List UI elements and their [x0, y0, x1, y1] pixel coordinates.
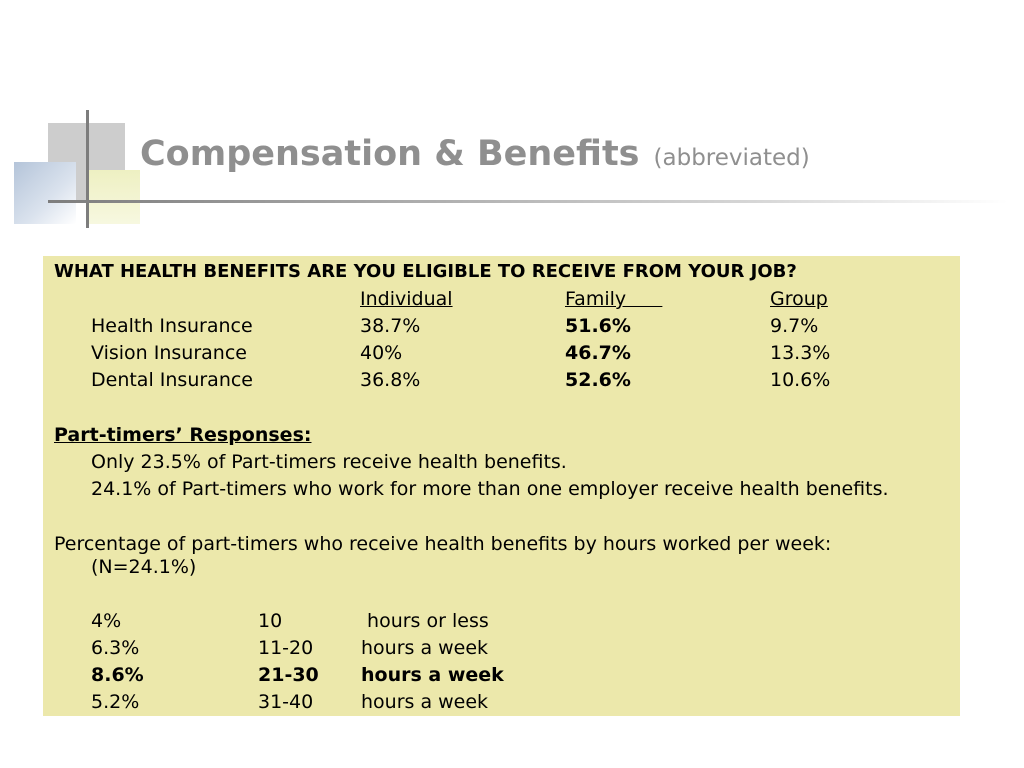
hours-row-pct: 6.3%	[91, 637, 140, 659]
table-cell-group: 13.3%	[770, 342, 831, 364]
hours-intro: Percentage of part-timers who receive he…	[54, 533, 832, 555]
hours-row-range: 11-20	[258, 637, 314, 659]
column-header-group: Group	[770, 288, 828, 310]
table-cell-individual: 38.7%	[360, 315, 421, 337]
content-panel: WHAT HEALTH BENEFITS ARE YOU ELIGIBLE TO…	[43, 256, 960, 716]
hours-row-range: 10	[258, 610, 283, 632]
survey-question: WHAT HEALTH BENEFITS ARE YOU ELIGIBLE TO…	[54, 261, 797, 282]
column-header-family: Family	[565, 288, 663, 310]
hours-intro-n: (N=24.1%)	[91, 556, 197, 578]
decor-vertical-rule	[86, 110, 89, 228]
slide-title: Compensation & Benefits (abbreviated)	[140, 134, 810, 174]
table-row-label: Health Insurance	[91, 315, 253, 337]
table-cell-family: 46.7%	[565, 342, 631, 364]
part-timers-item: 24.1% of Part-timers who work for more t…	[91, 478, 889, 500]
decor-blue-square	[14, 162, 76, 224]
part-timers-heading: Part-timers’ Responses:	[54, 424, 312, 446]
slide-title-sub: (abbreviated)	[653, 145, 810, 171]
column-header-individual: Individual	[360, 288, 453, 310]
table-row-label: Dental Insurance	[91, 369, 253, 391]
table-row-label: Vision Insurance	[91, 342, 247, 364]
hours-row-desc: hours a week	[361, 691, 489, 713]
table-cell-group: 9.7%	[770, 315, 819, 337]
table-cell-family: 51.6%	[565, 315, 631, 337]
part-timers-item: Only 23.5% of Part-timers receive health…	[91, 451, 567, 473]
hours-row-desc: hours a week	[361, 637, 489, 659]
table-cell-individual: 40%	[360, 342, 403, 364]
table-cell-group: 10.6%	[770, 369, 831, 391]
table-cell-family: 52.6%	[565, 369, 631, 391]
hours-row-pct: 5.2%	[91, 691, 140, 713]
hours-row-range: 31-40	[258, 691, 314, 713]
title-underline-rule	[48, 200, 1008, 203]
hours-row-pct: 8.6%	[91, 664, 144, 686]
decor-yellow-square	[88, 170, 140, 224]
hours-row-range: 21-30	[258, 664, 319, 686]
table-cell-individual: 36.8%	[360, 369, 421, 391]
hours-row-desc: hours or less	[361, 610, 489, 632]
hours-row-pct: 4%	[91, 610, 122, 632]
hours-row-desc: hours a week	[361, 664, 504, 686]
slide-title-main: Compensation & Benefits	[140, 134, 640, 174]
